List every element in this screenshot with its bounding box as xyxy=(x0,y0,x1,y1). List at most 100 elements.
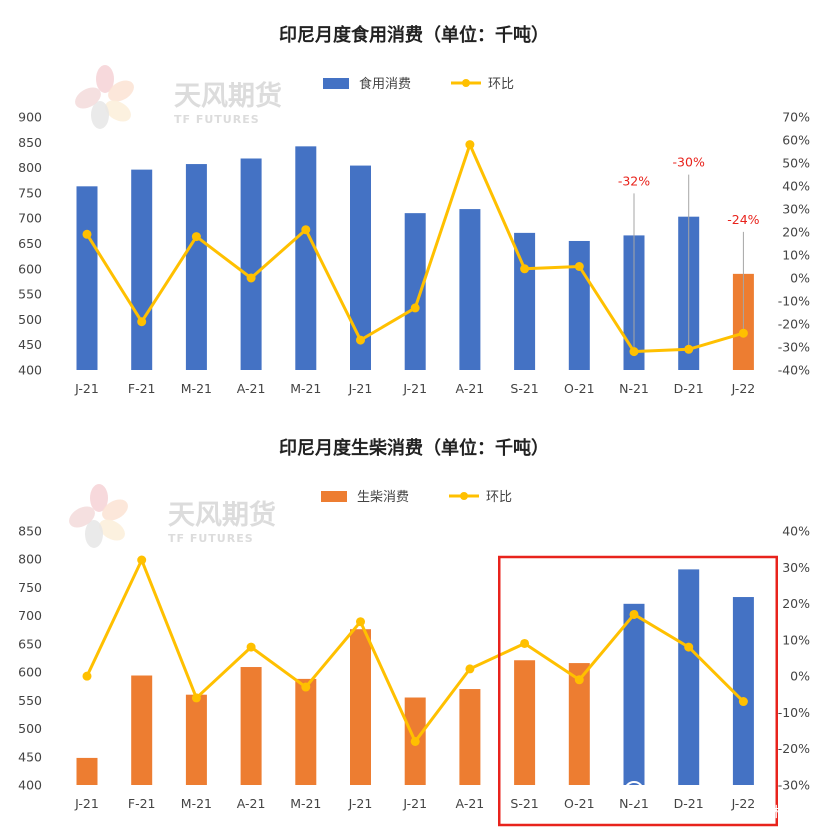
x-tick-label: A-21 xyxy=(237,796,266,811)
line-point xyxy=(574,675,584,685)
x-tick-label: A-21 xyxy=(456,796,485,811)
watermark-subname: TF FUTURES xyxy=(168,532,254,545)
y-right-tick-label: -30% xyxy=(778,778,810,793)
x-tick-label: S-21 xyxy=(510,796,538,811)
watermark-name: 天风期货 xyxy=(168,499,276,531)
y-right-tick-label: -10% xyxy=(778,705,810,720)
x-tick-label: M-21 xyxy=(181,796,212,811)
x-tick-label: O-21 xyxy=(564,381,595,396)
callout-label: -32% xyxy=(618,173,650,188)
bar xyxy=(185,694,207,785)
bar xyxy=(240,158,262,370)
bar xyxy=(131,169,153,370)
line-point xyxy=(465,140,475,150)
y-right-tick-label: 30% xyxy=(782,560,810,575)
watermark-petal-icon xyxy=(99,519,125,541)
bar xyxy=(185,164,207,370)
line-point xyxy=(191,232,201,242)
line-point xyxy=(738,328,748,338)
x-tick-label: M-21 xyxy=(290,381,321,396)
wechat-icon xyxy=(624,781,644,801)
y-left-tick-label: 550 xyxy=(18,693,42,708)
bar xyxy=(295,146,317,370)
watermark-petal-icon xyxy=(69,506,95,528)
x-tick-label: J-21 xyxy=(74,796,99,811)
y-left-tick-label: 750 xyxy=(18,580,42,595)
y-right-tick-label: 20% xyxy=(782,225,810,240)
line-point xyxy=(301,682,311,692)
y-right-tick-label: 60% xyxy=(782,133,810,148)
x-tick-label: J-21 xyxy=(348,796,373,811)
footer-logo: 格隆汇 xyxy=(773,805,815,821)
legend-swatch-bar xyxy=(321,491,347,502)
line-point xyxy=(629,609,639,619)
y-left-tick-label: 550 xyxy=(18,287,42,302)
y-left-tick-label: 500 xyxy=(18,312,42,327)
line-point xyxy=(246,642,256,652)
highlight-box xyxy=(498,555,778,827)
line-point xyxy=(191,693,201,703)
y-right-tick-label: 50% xyxy=(782,156,810,171)
bar xyxy=(568,663,590,785)
y-right-tick-label: -40% xyxy=(778,363,810,378)
line-point xyxy=(684,642,694,652)
line-point xyxy=(246,273,256,283)
bar xyxy=(240,667,262,785)
x-tick-label: F-21 xyxy=(128,796,156,811)
legend-label-line: 环比 xyxy=(486,490,512,505)
line-point xyxy=(465,664,475,674)
footer-watermark: 微信号: YouDock 格隆汇 xyxy=(624,781,815,821)
y-left-tick-label: 400 xyxy=(18,363,42,378)
y-right-tick-label: 30% xyxy=(782,202,810,217)
footer-text: 微信号: YouDock xyxy=(650,785,761,801)
legend: 生柴消费 环比 xyxy=(321,490,512,505)
y-left-tick-label: 650 xyxy=(18,236,42,251)
watermark-petal-icon xyxy=(75,87,101,109)
legend-swatch-marker xyxy=(462,79,470,87)
y-right-tick-label: -10% xyxy=(778,294,810,309)
watermark-petal-icon xyxy=(102,499,128,521)
watermark-petal-icon xyxy=(105,100,131,122)
callout-label: -24% xyxy=(727,212,759,227)
watermark-subname: TF FUTURES xyxy=(174,113,260,126)
y-left-tick-label: 600 xyxy=(18,261,42,276)
x-tick-label: O-21 xyxy=(564,796,595,811)
legend-label-line: 环比 xyxy=(488,77,514,92)
x-tick-label: J-21 xyxy=(74,381,99,396)
x-tick-label: J-22 xyxy=(731,381,756,396)
y-right-tick-label: 20% xyxy=(782,596,810,611)
line-point xyxy=(82,229,92,239)
y-left-tick-label: 700 xyxy=(18,211,42,226)
y-left-tick-label: 900 xyxy=(18,110,42,125)
x-tick-label: A-21 xyxy=(237,381,266,396)
x-tick-label: M-21 xyxy=(181,381,212,396)
line-point xyxy=(301,225,311,235)
line-point xyxy=(137,555,147,565)
bar xyxy=(295,678,317,785)
watermark-petal-icon xyxy=(91,101,109,129)
legend-swatch-marker xyxy=(460,492,468,500)
watermark-petal-icon xyxy=(85,520,103,548)
y-left-tick-label: 800 xyxy=(18,160,42,175)
legend-label-bar: 生柴消费 xyxy=(357,490,409,505)
legend-label-bar: 食用消费 xyxy=(359,76,411,92)
y-left-tick-label: 500 xyxy=(18,721,42,736)
line-point xyxy=(356,617,365,627)
line-point xyxy=(629,347,639,357)
y-left-tick-label: 450 xyxy=(18,749,42,764)
y-right-tick-label: 40% xyxy=(782,524,810,539)
line-point xyxy=(410,303,420,313)
y-right-tick-label: -20% xyxy=(778,317,810,332)
bar xyxy=(76,757,98,785)
y-left-tick-label: 600 xyxy=(18,665,42,680)
y-right-tick-label: 70% xyxy=(782,110,810,125)
y-right-tick-label: -30% xyxy=(778,340,810,355)
bar xyxy=(404,213,426,370)
y-right-tick-label: 40% xyxy=(782,179,810,194)
x-tick-label: D-21 xyxy=(674,381,704,396)
bar xyxy=(350,165,371,370)
y-left-tick-label: 450 xyxy=(18,337,42,352)
chart-title: 印尼月度生柴消费（单位：千吨） xyxy=(279,437,549,459)
x-tick-label: N-21 xyxy=(619,796,649,811)
